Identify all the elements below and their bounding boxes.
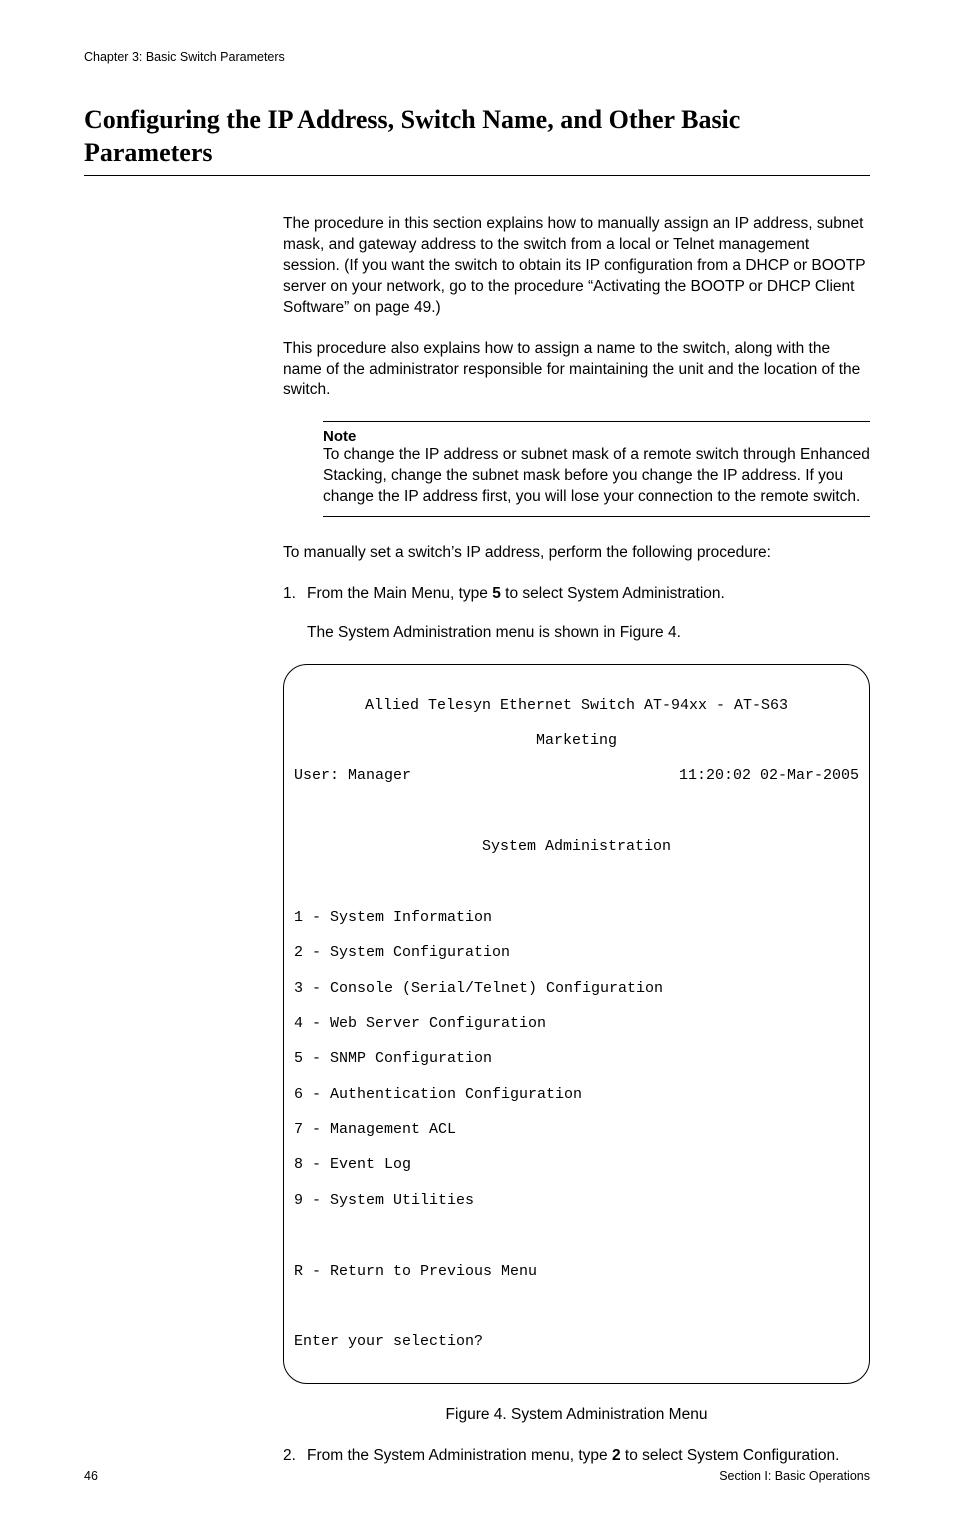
step-1-key: 5: [492, 585, 501, 602]
note-label: Note: [323, 428, 870, 445]
terminal-menu-item: 3 - Console (Serial/Telnet) Configuratio…: [294, 980, 859, 998]
step-1-pre: From the Main Menu, type: [307, 585, 492, 602]
step-1-post: to select System Administration.: [501, 585, 725, 602]
paragraph-procedure-lead: To manually set a switch’s IP address, p…: [283, 543, 870, 564]
terminal-blank: [294, 803, 859, 821]
step-2-key: 2: [612, 1447, 621, 1464]
terminal-menu-title: System Administration: [294, 838, 859, 856]
terminal-menu-item: 9 - System Utilities: [294, 1192, 859, 1210]
terminal-blank: [294, 873, 859, 891]
terminal-prompt: Enter your selection?: [294, 1333, 859, 1351]
step-text: From the Main Menu, type 5 to select Sys…: [307, 584, 870, 605]
body-content: The procedure in this section explains h…: [283, 214, 870, 1467]
paragraph-intro-1: The procedure in this section explains h…: [283, 214, 870, 319]
terminal-blank: [294, 1298, 859, 1316]
terminal-menu-item: 2 - System Configuration: [294, 944, 859, 962]
step-2: 2. From the System Administration menu, …: [283, 1446, 870, 1467]
page-number: 46: [84, 1469, 98, 1483]
section-label: Section I: Basic Operations: [719, 1469, 870, 1483]
terminal-menu-item: 4 - Web Server Configuration: [294, 1015, 859, 1033]
terminal-menu-item: 1 - System Information: [294, 909, 859, 927]
terminal-menu-item: 6 - Authentication Configuration: [294, 1086, 859, 1104]
terminal-menu-item: 8 - Event Log: [294, 1156, 859, 1174]
step-text: From the System Administration menu, typ…: [307, 1446, 870, 1467]
step-1: 1. From the Main Menu, type 5 to select …: [283, 584, 870, 605]
step-number: 1.: [283, 584, 307, 605]
note-box: Note To change the IP address or subnet …: [323, 421, 870, 517]
step-2-post: to select System Configuration.: [621, 1447, 840, 1464]
terminal-screen: Allied Telesyn Ethernet Switch AT-94xx -…: [283, 664, 870, 1384]
step-number: 2.: [283, 1446, 307, 1467]
step-2-pre: From the System Administration menu, typ…: [307, 1447, 612, 1464]
terminal-return: R - Return to Previous Menu: [294, 1263, 859, 1281]
terminal-title: Allied Telesyn Ethernet Switch AT-94xx -…: [294, 697, 859, 715]
page-footer: 46 Section I: Basic Operations: [84, 1469, 870, 1483]
document-page: Chapter 3: Basic Switch Parameters Confi…: [0, 0, 954, 1525]
terminal-blank: [294, 1227, 859, 1245]
section-heading: Configuring the IP Address, Switch Name,…: [84, 104, 870, 176]
terminal-menu-item: 5 - SNMP Configuration: [294, 1050, 859, 1068]
terminal-timestamp: 11:20:02 02-Mar-2005: [679, 767, 859, 785]
terminal-subtitle: Marketing: [294, 732, 859, 750]
terminal-user: User: Manager: [294, 767, 411, 785]
paragraph-intro-2: This procedure also explains how to assi…: [283, 339, 870, 402]
step-1-subtext: The System Administration menu is shown …: [307, 623, 870, 644]
terminal-menu-item: 7 - Management ACL: [294, 1121, 859, 1139]
note-text: To change the IP address or subnet mask …: [323, 445, 870, 508]
terminal-status-row: User: Manager 11:20:02 02-Mar-2005: [294, 767, 859, 785]
chapter-header: Chapter 3: Basic Switch Parameters: [84, 50, 870, 64]
figure-caption: Figure 4. System Administration Menu: [283, 1406, 870, 1424]
